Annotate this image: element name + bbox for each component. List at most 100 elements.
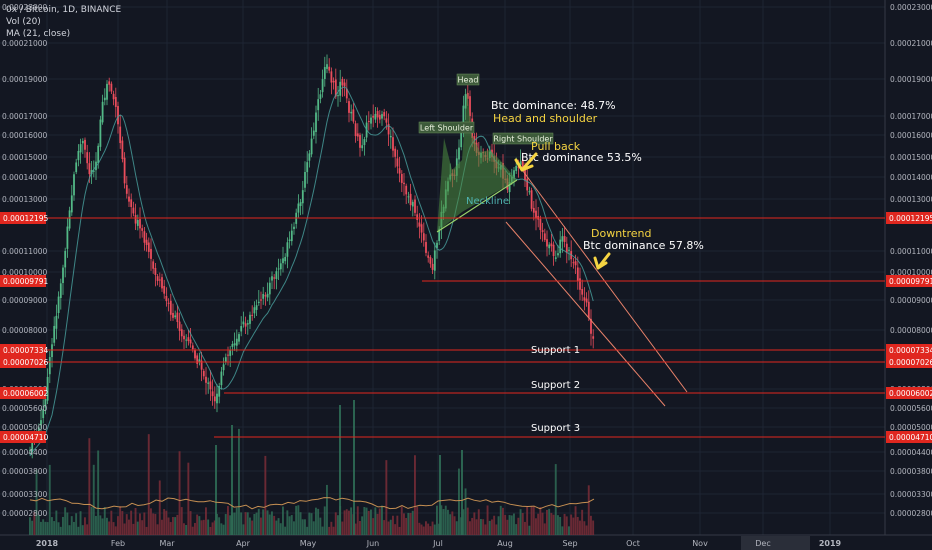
volume-bar [253,513,256,535]
volume-bar [51,517,53,535]
candle-body [552,244,555,257]
volume-bar [372,518,375,535]
candle-body [165,295,168,302]
volume-bar [341,521,344,535]
volume-bar [548,508,551,535]
price-tick-label-left: 0.00005600 [2,404,48,413]
volume-bar [200,520,203,535]
time-axis-highlight [741,536,810,550]
volume-bar [84,517,86,535]
candle-body [229,349,232,356]
volume-bar [343,510,346,535]
candle-body [411,201,414,207]
candle-body [46,376,49,401]
candle-body [77,150,80,161]
volume-bar [213,520,216,535]
volume-bar [363,506,366,535]
candle-body [253,307,256,314]
volume-bar [319,517,322,535]
price-tick-label: 0.00011000 [890,247,932,256]
candle-body [572,262,575,264]
volume-bar [141,520,144,535]
candle-body [585,298,588,303]
volume-bar [506,519,509,535]
candle-body [273,277,276,279]
candle-body [145,239,148,245]
candle-body [205,376,207,383]
candle-body [400,174,403,183]
candle-body [581,288,584,295]
volume-bar [33,512,36,535]
level-tag-left-text: 0.00007026 [3,358,49,367]
volume-bar [370,509,372,535]
volume-bar [207,519,210,535]
volume-bar [385,460,388,535]
candle-body [361,145,364,149]
candle-body [108,81,111,85]
candle-body [546,239,548,247]
level-tag-right-text: 0.00009791 [889,277,932,286]
volume-bar [554,464,557,535]
volume-bar [365,507,368,535]
volume-bar [475,519,478,535]
btc-dominance-3-label: Btc dominance 57.8% [583,239,704,252]
volume-bar [495,524,498,535]
volume-bar [145,526,148,535]
candle-body [433,250,436,271]
volume-bar [461,450,463,535]
volume-bar [310,513,313,535]
volume-bar [167,517,170,535]
volume-indicator-label[interactable]: Vol (20) [6,17,41,27]
volume-bar [326,484,328,535]
candle-body [376,111,379,118]
candle-body [202,370,205,377]
candle-body [508,181,511,193]
volume-bar [449,514,452,535]
candle-body [378,114,381,120]
candle-body [332,80,335,83]
candle-body [44,399,47,408]
volume-bar [139,513,141,535]
moving-average-label[interactable]: MA (21, close) [6,29,71,39]
volume-bar [288,516,291,535]
volume-bar [515,524,518,535]
candle-body [57,296,60,314]
candle-body [282,258,284,264]
volume-bar [297,505,300,535]
volume-bar [70,516,73,535]
candle-body [260,299,262,301]
volume-bar [222,524,225,535]
candle-body [345,88,348,99]
price-tick-label: 0.00002800 [890,509,932,518]
volume-bar [405,517,408,535]
candle-body [185,339,188,341]
candle-body [158,279,161,281]
volume-bar [557,515,559,535]
volume-bar [568,526,570,535]
volume-bar [427,523,430,535]
candle-body [541,230,544,233]
candle-body [227,354,229,356]
volume-bar [108,521,111,535]
candle-body [409,193,412,206]
price-tick-label: 0.00003300 [890,490,932,499]
volume-bar [130,510,133,535]
volume-bar [451,511,454,535]
candle-body [40,420,42,426]
volume-bar [218,517,221,535]
candle-body [363,139,366,146]
level-tag-left-text: 0.00012195 [3,214,49,223]
volume-bar [565,516,568,535]
candle-body [306,162,309,173]
candle-body [136,220,139,226]
volume-bar [103,507,106,535]
candle-body [513,170,515,179]
candle-body [209,381,212,390]
volume-bar [92,464,95,535]
volume-bar [187,462,190,535]
volume-bar [361,516,364,535]
volume-bar [185,524,188,535]
candle-body [134,214,137,224]
volume-bar [163,509,166,535]
